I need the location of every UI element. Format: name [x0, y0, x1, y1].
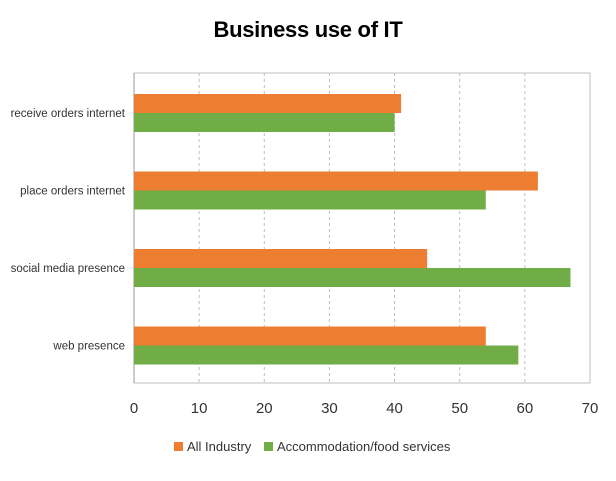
bar-all-industry	[134, 171, 538, 191]
bar-accommodation-food	[134, 345, 519, 365]
y-category-label: place orders internet	[20, 186, 126, 198]
bar-all-industry	[134, 326, 486, 346]
bar-all-industry	[134, 249, 428, 268]
x-tick-label: 70	[582, 400, 599, 417]
y-category-label: web presence	[52, 341, 125, 353]
bar-all-industry	[134, 94, 402, 113]
legend-label: All Industry	[187, 439, 252, 454]
bar-accommodation-food	[134, 113, 395, 132]
bar-accommodation-food	[134, 268, 571, 287]
legend-swatch	[174, 442, 183, 451]
x-tick-label: 50	[451, 400, 468, 417]
x-tick-label: 0	[130, 400, 138, 417]
y-category-label: social media presence	[11, 263, 125, 275]
legend-label: Accommodation/food services	[277, 439, 451, 454]
y-category-label: receive orders internet	[11, 108, 126, 120]
x-tick-label: 40	[386, 400, 403, 417]
legend-swatch	[264, 442, 273, 451]
chart-title: Business use of IT	[213, 17, 403, 42]
x-tick-label: 60	[517, 400, 534, 417]
x-tick-label: 10	[191, 400, 208, 417]
bar-accommodation-food	[134, 190, 486, 210]
x-tick-label: 20	[256, 400, 273, 417]
x-tick-label: 30	[321, 400, 338, 417]
